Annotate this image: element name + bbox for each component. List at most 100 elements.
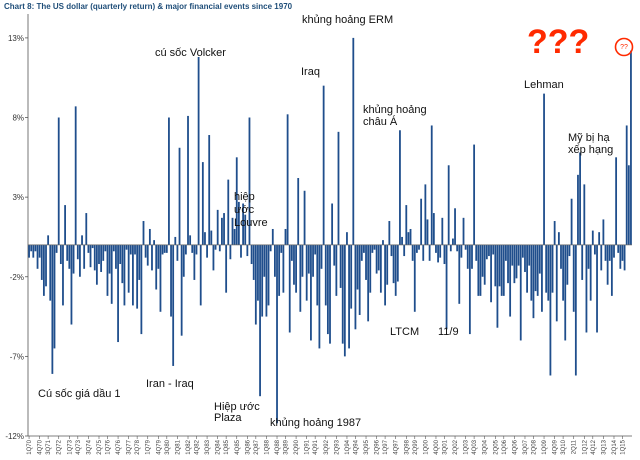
bar xyxy=(437,244,439,263)
bar xyxy=(375,244,378,274)
bar xyxy=(140,244,143,335)
bar xyxy=(377,244,380,271)
bar xyxy=(47,235,50,245)
x-tick-label: 4Q09 xyxy=(553,439,559,454)
bar xyxy=(204,232,206,245)
y-tick-label: 13% xyxy=(8,34,24,43)
bar xyxy=(341,244,344,344)
event-annotation: hiệp xyxy=(234,191,255,203)
bar xyxy=(479,244,482,296)
x-tick-label: 1Q03 xyxy=(464,439,470,454)
x-tick-label: 3Q86 xyxy=(245,439,251,454)
bar xyxy=(424,184,427,245)
bar xyxy=(123,244,126,306)
bar xyxy=(163,244,166,253)
bar xyxy=(602,219,605,245)
x-tick-label: 4Q12 xyxy=(591,439,597,454)
bar xyxy=(413,244,416,312)
event-annotation: Lehman xyxy=(524,79,564,91)
bar xyxy=(475,244,478,261)
bar xyxy=(79,244,81,277)
bar xyxy=(142,221,145,245)
bar xyxy=(172,244,175,366)
bar xyxy=(426,219,429,245)
x-tick-label: 4Q91 xyxy=(313,439,319,454)
x-tick-label: 1Q97 xyxy=(383,439,389,454)
bar xyxy=(519,244,522,341)
highlight-circle xyxy=(614,37,634,57)
chart-title: Chart 8: The US dollar (quarterly return… xyxy=(4,2,293,11)
bar xyxy=(343,244,346,357)
bar xyxy=(242,203,245,245)
bar xyxy=(216,209,219,245)
bar xyxy=(390,244,393,257)
bar xyxy=(38,244,41,258)
bar xyxy=(193,244,196,280)
event-annotation: cú sốc Volcker xyxy=(155,47,226,59)
bar xyxy=(237,201,240,245)
bar xyxy=(515,244,518,279)
x-tick-label: 2Q87 xyxy=(254,439,260,454)
bar xyxy=(280,244,283,253)
bar xyxy=(549,244,552,376)
bar xyxy=(210,230,213,245)
bar xyxy=(348,244,350,349)
bar xyxy=(445,244,448,330)
bar xyxy=(560,244,562,269)
bar xyxy=(106,244,109,296)
bar xyxy=(265,244,268,317)
bar xyxy=(30,244,33,252)
bar xyxy=(627,165,630,245)
x-tick-label: 4Q00 xyxy=(434,439,440,454)
bar xyxy=(235,157,238,245)
x-tick-label: 2Q93 xyxy=(334,439,340,454)
bar xyxy=(295,244,297,293)
bar xyxy=(117,244,119,343)
bar xyxy=(66,244,69,261)
bar xyxy=(286,114,289,245)
bar xyxy=(543,93,545,245)
event-annotation: 11/9 xyxy=(438,326,459,338)
bar xyxy=(505,244,507,261)
bar xyxy=(403,244,406,257)
bar xyxy=(471,244,473,269)
bar xyxy=(401,236,403,245)
bar xyxy=(532,244,535,319)
bar xyxy=(225,244,228,293)
event-annotation: xếp hạng xyxy=(568,144,613,156)
bar xyxy=(278,244,281,296)
bar xyxy=(274,244,276,277)
bar xyxy=(151,244,153,271)
bar xyxy=(132,244,134,306)
bar xyxy=(176,244,179,261)
bar xyxy=(354,244,357,330)
bar xyxy=(229,244,232,260)
x-tick-label: 2Q99 xyxy=(413,439,419,454)
bar xyxy=(572,244,575,312)
bar xyxy=(608,244,611,261)
bar xyxy=(45,244,47,287)
bar xyxy=(625,125,628,245)
bar xyxy=(40,244,43,280)
bar xyxy=(182,244,185,277)
bar xyxy=(263,244,266,277)
bar xyxy=(276,244,278,424)
bar xyxy=(541,244,543,312)
bar xyxy=(138,244,141,280)
bar xyxy=(439,244,442,258)
y-tick-label: -12% xyxy=(5,432,24,441)
bar xyxy=(477,244,480,296)
bar xyxy=(399,130,401,245)
bar xyxy=(259,244,261,397)
bar xyxy=(452,238,454,245)
bar xyxy=(153,240,155,245)
bar xyxy=(53,244,56,349)
bar xyxy=(585,244,588,333)
bar xyxy=(513,244,516,284)
bar xyxy=(233,228,236,245)
event-annotation: Hiệp ước xyxy=(214,401,260,413)
bar xyxy=(363,244,365,253)
x-tick-label: 1Q94 xyxy=(345,439,351,454)
x-tick-label: 3Q13 xyxy=(601,439,607,454)
